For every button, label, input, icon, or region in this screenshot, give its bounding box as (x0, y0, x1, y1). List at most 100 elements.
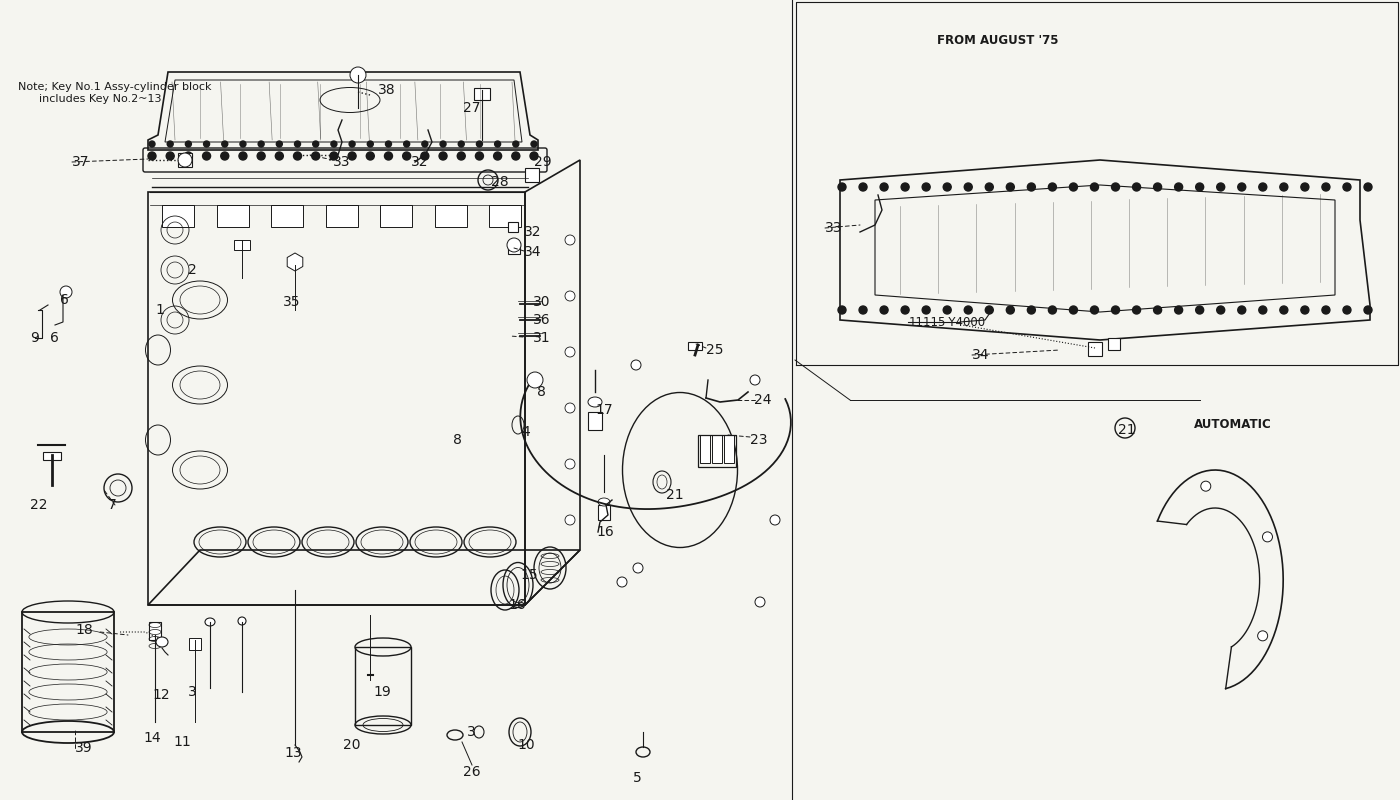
Circle shape (1154, 306, 1162, 314)
Circle shape (512, 141, 519, 147)
Text: 32: 32 (412, 155, 428, 169)
Circle shape (1259, 183, 1267, 191)
Text: 21: 21 (1119, 423, 1135, 437)
Circle shape (60, 286, 71, 298)
Text: 7: 7 (108, 498, 116, 512)
Circle shape (770, 515, 780, 525)
Text: AUTOMATIC: AUTOMATIC (1194, 418, 1271, 430)
Circle shape (839, 183, 846, 191)
Circle shape (881, 306, 888, 314)
Text: 34: 34 (972, 348, 990, 362)
Circle shape (367, 141, 374, 147)
Ellipse shape (598, 498, 610, 506)
Circle shape (617, 577, 627, 587)
Circle shape (526, 372, 543, 388)
Circle shape (1280, 183, 1288, 191)
Text: 17: 17 (595, 403, 613, 417)
Text: 28: 28 (491, 175, 508, 189)
Bar (508, 222, 518, 232)
Circle shape (1238, 306, 1246, 314)
Circle shape (330, 152, 337, 160)
Circle shape (1049, 306, 1057, 314)
Circle shape (403, 141, 410, 147)
Circle shape (203, 141, 210, 147)
Circle shape (178, 153, 192, 167)
Circle shape (507, 238, 521, 252)
Text: 8: 8 (538, 385, 546, 399)
Circle shape (1112, 183, 1120, 191)
Circle shape (349, 152, 356, 160)
Circle shape (1301, 306, 1309, 314)
Circle shape (1280, 306, 1288, 314)
Circle shape (1263, 532, 1273, 542)
Bar (22, 612, 113, 732)
Circle shape (633, 563, 643, 573)
Text: 2: 2 (188, 263, 197, 277)
Text: 11: 11 (174, 735, 190, 749)
Circle shape (1238, 183, 1246, 191)
Circle shape (421, 152, 428, 160)
Circle shape (350, 67, 365, 83)
Bar (434, 205, 466, 227)
Bar (588, 412, 602, 430)
Text: 24: 24 (755, 393, 771, 407)
Circle shape (902, 183, 909, 191)
Circle shape (1364, 183, 1372, 191)
Text: 18: 18 (76, 623, 92, 637)
Text: 31: 31 (533, 331, 550, 345)
Bar (189, 638, 202, 650)
Circle shape (421, 141, 428, 147)
Circle shape (476, 152, 483, 160)
Circle shape (349, 141, 356, 147)
Text: 30: 30 (533, 295, 550, 309)
Circle shape (239, 141, 246, 147)
Circle shape (258, 152, 265, 160)
Circle shape (1091, 306, 1099, 314)
Text: Note; Key No.1 Assy-cylinder block
      includes Key No.2~13: Note; Key No.1 Assy-cylinder block inclu… (18, 82, 211, 104)
Circle shape (1112, 306, 1120, 314)
Text: 26: 26 (463, 765, 480, 779)
Circle shape (385, 141, 392, 147)
Bar (325, 205, 357, 227)
Ellipse shape (155, 637, 168, 647)
Text: 25: 25 (706, 343, 724, 357)
Bar (217, 205, 249, 227)
Circle shape (440, 141, 447, 147)
Bar (43, 452, 62, 460)
Text: 11115-Y4000: 11115-Y4000 (909, 315, 986, 329)
Circle shape (531, 152, 538, 160)
Bar (272, 205, 302, 227)
Circle shape (512, 152, 519, 160)
Circle shape (986, 306, 993, 314)
Circle shape (750, 375, 760, 385)
Text: 32: 32 (524, 225, 542, 239)
Circle shape (631, 360, 641, 370)
Text: 37: 37 (71, 155, 90, 169)
Circle shape (167, 141, 174, 147)
Text: 36: 36 (533, 313, 550, 327)
Circle shape (1217, 183, 1225, 191)
Circle shape (458, 152, 465, 160)
Circle shape (148, 152, 155, 160)
Text: 27: 27 (463, 101, 480, 115)
Text: 39: 39 (76, 741, 92, 755)
Circle shape (881, 183, 888, 191)
Circle shape (221, 141, 228, 147)
Circle shape (1070, 183, 1078, 191)
Circle shape (965, 306, 972, 314)
Circle shape (1091, 183, 1099, 191)
Bar (724, 435, 734, 463)
Circle shape (566, 347, 575, 357)
Ellipse shape (588, 397, 602, 407)
Circle shape (566, 291, 575, 301)
Bar (234, 240, 251, 250)
Circle shape (1301, 183, 1309, 191)
Circle shape (755, 597, 764, 607)
Text: 10: 10 (517, 738, 535, 752)
Text: 12: 12 (153, 688, 169, 702)
Circle shape (923, 306, 930, 314)
Text: 6: 6 (60, 293, 69, 307)
Text: 15: 15 (519, 568, 538, 582)
Text: 34: 34 (524, 245, 542, 259)
Bar (148, 622, 161, 640)
